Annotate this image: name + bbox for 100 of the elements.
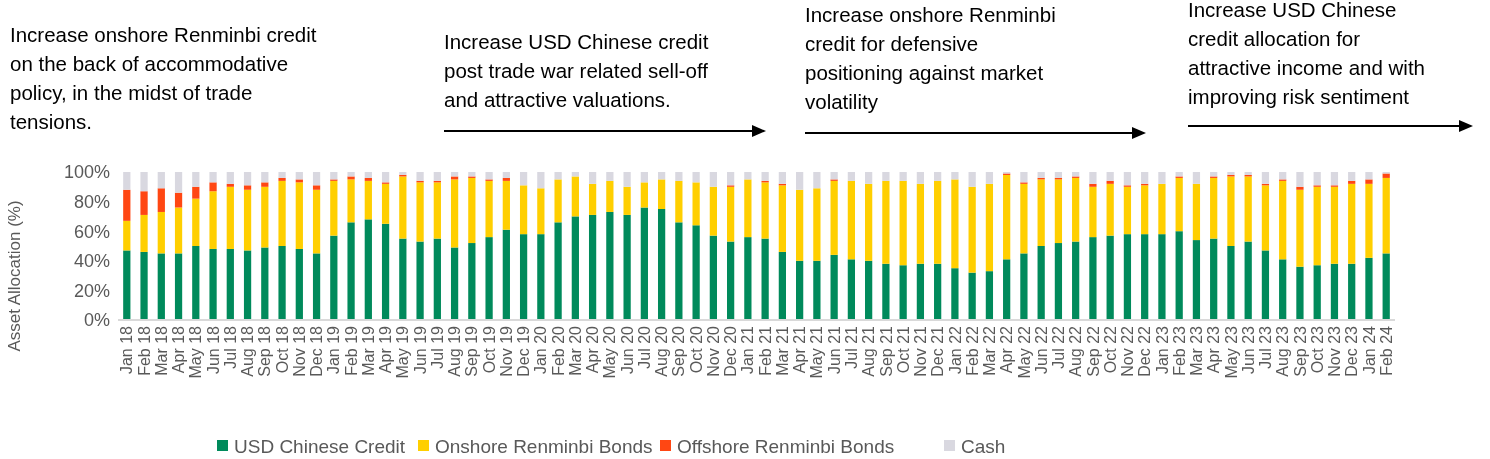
bar xyxy=(692,182,700,226)
bar xyxy=(174,207,183,254)
bar xyxy=(1037,179,1045,246)
bar xyxy=(226,248,234,320)
legend-label: Onshore Renminbi Bonds xyxy=(435,435,653,457)
bar xyxy=(1348,172,1356,181)
bar xyxy=(192,246,200,320)
bar xyxy=(416,182,424,242)
bar xyxy=(174,192,183,208)
bar xyxy=(606,211,614,320)
bar xyxy=(1141,185,1149,235)
bar xyxy=(278,246,286,320)
legend-label: Offshore Renminbi Bonds xyxy=(677,435,895,457)
bar xyxy=(968,186,976,273)
bar xyxy=(985,172,994,184)
bar xyxy=(968,272,976,320)
bar xyxy=(640,182,648,208)
x-tick-label: Jun 18 xyxy=(204,325,222,375)
y-tick-label: 40% xyxy=(73,251,110,272)
bar xyxy=(865,183,873,261)
y-tick-label: 80% xyxy=(73,191,110,212)
bar xyxy=(123,250,131,320)
bar xyxy=(519,234,528,320)
bar xyxy=(347,176,355,180)
bar xyxy=(1106,180,1114,184)
bar xyxy=(226,186,234,249)
x-tick-label: Mar 21 xyxy=(773,325,791,376)
bar xyxy=(1072,241,1080,320)
bar xyxy=(243,189,252,251)
bar xyxy=(209,172,217,183)
bar xyxy=(295,172,303,180)
bar xyxy=(1382,177,1390,254)
bar xyxy=(519,172,528,186)
bar xyxy=(692,225,700,320)
bar xyxy=(796,260,804,320)
bar xyxy=(330,172,338,180)
bar xyxy=(312,185,321,190)
bar xyxy=(243,250,252,320)
bar xyxy=(1003,259,1011,320)
bar xyxy=(1261,185,1270,251)
legend-label: USD Chinese Credit xyxy=(234,435,406,457)
x-tick-label: Feb 19 xyxy=(342,325,360,376)
x-tick-label: Feb 20 xyxy=(549,325,567,376)
bar xyxy=(330,180,338,236)
bar xyxy=(778,185,786,252)
bar xyxy=(1037,172,1045,178)
x-tick-label: Aug 19 xyxy=(446,325,464,377)
x-tick-label: Apr 18 xyxy=(170,325,188,374)
bar xyxy=(243,172,252,186)
x-tick-label: Sep 23 xyxy=(1291,325,1309,377)
y-axis-title: Asset Allocation (%) xyxy=(5,200,24,352)
bar xyxy=(1054,172,1063,178)
bar xyxy=(1054,179,1063,244)
x-tick-label: Sep 18 xyxy=(256,325,274,377)
bar xyxy=(537,188,545,235)
bar xyxy=(882,172,890,181)
bar xyxy=(399,238,407,320)
bar xyxy=(433,172,441,181)
bar xyxy=(1106,235,1114,320)
bar xyxy=(1296,172,1304,187)
x-tick-label: Apr 19 xyxy=(377,325,395,374)
bar xyxy=(761,182,769,239)
bar xyxy=(261,172,269,183)
x-tick-label: Dec 19 xyxy=(515,325,533,377)
bar xyxy=(588,172,597,184)
bar xyxy=(985,183,994,272)
bar xyxy=(399,176,407,239)
bar xyxy=(1158,183,1166,235)
bar xyxy=(934,263,942,320)
bar xyxy=(847,259,856,320)
bar xyxy=(519,185,528,235)
bar xyxy=(1089,183,1097,187)
bar xyxy=(1158,172,1166,184)
bar xyxy=(1175,231,1183,320)
bar xyxy=(1296,186,1304,190)
bar xyxy=(502,172,510,178)
bar xyxy=(1192,183,1201,241)
bar xyxy=(1141,172,1149,184)
x-tick-label: Oct 22 xyxy=(1101,325,1119,374)
bar xyxy=(1141,234,1149,320)
bar xyxy=(1003,174,1011,260)
x-tick-label: Jun 20 xyxy=(618,325,636,375)
x-tick-label: Nov 18 xyxy=(290,325,308,377)
x-tick-label: Jun 23 xyxy=(1239,325,1257,375)
bar xyxy=(951,172,959,180)
legend-label: Cash xyxy=(961,435,1006,457)
x-tick-label: Aug 23 xyxy=(1274,325,1292,377)
bar xyxy=(295,248,303,320)
bar xyxy=(157,253,165,320)
bar xyxy=(1106,172,1114,181)
bar xyxy=(1054,243,1063,320)
x-tick-label: Aug 22 xyxy=(1067,325,1085,377)
bar xyxy=(1089,237,1097,320)
x-tick-label: Jun 21 xyxy=(825,325,843,375)
bar xyxy=(433,238,441,320)
bar xyxy=(485,172,493,180)
x-tick-label: May 21 xyxy=(808,325,826,379)
bar xyxy=(1261,172,1270,184)
bar xyxy=(330,235,338,320)
x-tick-label: Dec 18 xyxy=(308,325,326,377)
